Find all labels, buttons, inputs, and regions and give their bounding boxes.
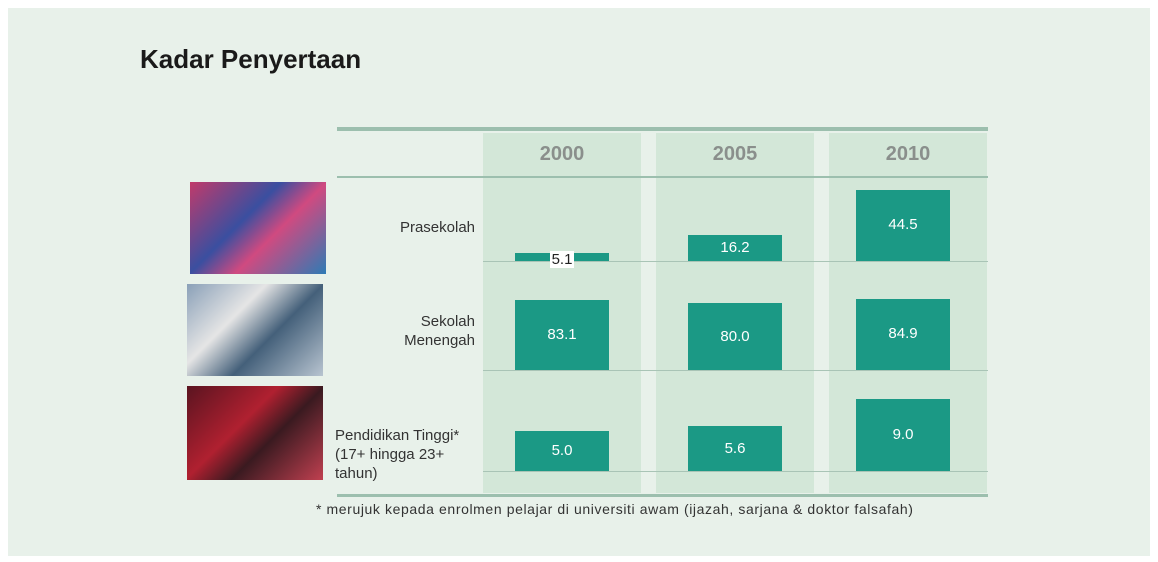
value-label: 84.9 (888, 325, 918, 343)
value-label: 5.0 (551, 442, 573, 459)
photo (190, 182, 326, 274)
rule (337, 127, 988, 131)
row-baseline (483, 471, 988, 472)
photo (187, 386, 323, 480)
row-label: Sekolah Menengah (404, 313, 475, 349)
photo (187, 284, 323, 376)
row-baseline (483, 370, 988, 371)
bar (515, 300, 609, 370)
value-label: 80.0 (720, 327, 750, 345)
column-header: 2000 (539, 143, 585, 165)
chart-title: Kadar Penyertaan (140, 44, 362, 74)
bar (688, 303, 782, 370)
value-label: 83.1 (547, 326, 577, 344)
bar (515, 431, 609, 471)
row-label: Pendidikan Tinggi* (17+ hingga 23+ tahun… (335, 427, 460, 482)
value-label: 9.0 (892, 426, 914, 443)
row-baseline (483, 261, 988, 262)
value-label: 44.5 (888, 216, 918, 234)
footnote: * merujuk kepada enrolmen pelajar di uni… (316, 501, 914, 517)
bar (856, 399, 950, 471)
value-label: 5.6 (724, 439, 746, 457)
rule (337, 176, 988, 178)
bar (856, 189, 950, 261)
value-label: 16.2 (720, 239, 750, 257)
value-label: 5.1 (515, 250, 609, 268)
row-label: Prasekolah (399, 219, 475, 236)
bar (688, 235, 782, 261)
value-label-text: 5.1 (549, 250, 575, 268)
bar (688, 426, 782, 471)
column-header: 2005 (712, 143, 758, 165)
column-header: 2010 (885, 143, 931, 165)
bar (856, 298, 950, 370)
rule (337, 494, 988, 497)
